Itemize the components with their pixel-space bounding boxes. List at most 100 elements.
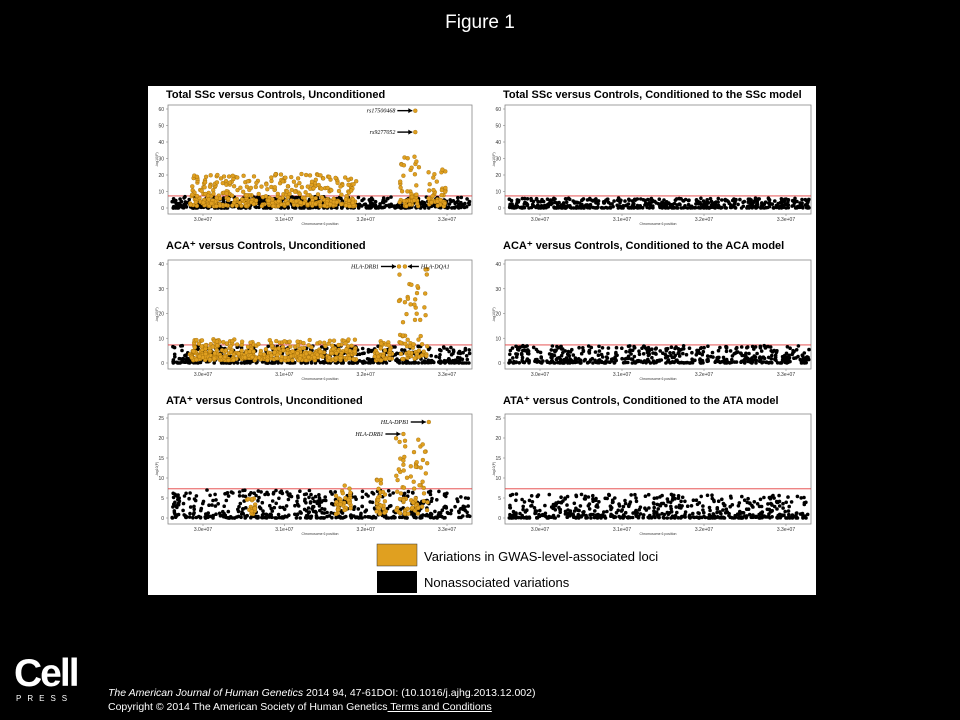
point-nonassociated	[691, 511, 695, 516]
point-nonassociated	[801, 354, 805, 358]
plot-title: ATA⁺ versus Controls, Unconditioned	[166, 395, 363, 407]
point-associated	[199, 338, 205, 343]
point-nonassociated	[587, 507, 592, 511]
x-axis-label: Chromosome 6 position	[640, 222, 677, 226]
point-nonassociated	[362, 359, 366, 364]
point-nonassociated	[303, 499, 307, 503]
x-tick-label: 3.2e+07	[695, 372, 713, 378]
point-nonassociated	[171, 495, 176, 500]
point-nonassociated	[638, 505, 643, 510]
point-nonassociated	[551, 198, 556, 202]
point-nonassociated	[676, 516, 681, 520]
point-associated	[285, 201, 290, 206]
point-nonassociated	[610, 498, 615, 503]
point-nonassociated	[629, 357, 633, 361]
citation-line-2: Copyright © 2014 The American Society of…	[108, 700, 535, 714]
point-nonassociated	[547, 492, 552, 497]
terms-link[interactable]: Terms and Conditions	[387, 701, 492, 713]
point-associated	[259, 184, 264, 189]
point-associated	[312, 355, 317, 360]
annotation-arrowhead	[396, 431, 401, 437]
point-nonassociated	[545, 203, 550, 207]
point-associated	[320, 195, 325, 200]
point-nonassociated	[593, 350, 598, 354]
point-nonassociated	[786, 205, 791, 210]
point-nonassociated	[514, 492, 519, 496]
point-nonassociated	[655, 496, 659, 500]
point-nonassociated	[806, 200, 810, 204]
point-nonassociated	[637, 349, 641, 354]
point-associated	[202, 185, 207, 190]
point-nonassociated	[287, 513, 291, 517]
point-associated	[242, 355, 248, 360]
point-nonassociated	[557, 505, 561, 510]
point-nonassociated	[730, 357, 734, 362]
point-nonassociated	[597, 344, 601, 349]
point-associated	[346, 337, 351, 342]
point-associated	[422, 305, 427, 310]
point-associated	[188, 202, 193, 207]
point-associated	[411, 342, 416, 347]
point-nonassociated	[690, 350, 694, 355]
point-nonassociated	[604, 355, 609, 359]
point-nonassociated	[187, 197, 191, 202]
point-nonassociated	[203, 516, 208, 520]
point-nonassociated	[629, 352, 633, 356]
point-nonassociated	[803, 197, 808, 202]
point-nonassociated	[553, 200, 558, 205]
point-nonassociated	[749, 357, 753, 361]
point-nonassociated	[744, 515, 748, 520]
point-nonassociated	[585, 515, 589, 520]
point-nonassociated	[548, 198, 552, 203]
point-nonassociated	[633, 198, 637, 202]
point-associated	[405, 189, 410, 194]
figure-panel: Total SSc versus Controls, Unconditioned…	[148, 86, 816, 595]
point-nonassociated	[657, 197, 662, 201]
point-nonassociated	[609, 514, 613, 518]
logo-sub: PRESS	[16, 694, 74, 703]
point-associated	[313, 196, 318, 201]
point-nonassociated	[699, 494, 703, 499]
point-nonassociated	[370, 490, 374, 495]
point-nonassociated	[680, 347, 685, 351]
point-nonassociated	[585, 198, 590, 202]
point-associated	[416, 437, 421, 442]
y-tick-label: 20	[495, 173, 501, 179]
plot-panel-4: ACA⁺ versus Controls, Conditioned to the…	[492, 240, 812, 381]
point-nonassociated	[185, 356, 189, 361]
point-nonassociated	[675, 510, 679, 515]
point-nonassociated	[347, 361, 351, 365]
point-nonassociated	[521, 360, 526, 365]
point-nonassociated	[559, 353, 564, 358]
point-nonassociated	[552, 205, 556, 209]
point-associated	[351, 182, 356, 187]
plot-frame	[167, 413, 473, 525]
point-nonassociated	[390, 515, 394, 520]
point-associated	[346, 177, 351, 183]
point-associated	[226, 174, 232, 179]
point-associated	[246, 496, 251, 502]
point-nonassociated	[568, 357, 572, 361]
point-associated	[285, 189, 290, 194]
point-associated	[443, 185, 448, 191]
point-associated	[349, 343, 354, 348]
point-nonassociated	[665, 346, 670, 351]
point-associated	[305, 193, 310, 198]
point-nonassociated	[398, 206, 403, 210]
point-nonassociated	[552, 515, 556, 520]
point-nonassociated	[272, 505, 277, 510]
point-nonassociated	[671, 497, 675, 501]
point-nonassociated	[523, 200, 527, 205]
point-associated	[293, 189, 298, 194]
point-nonassociated	[672, 201, 677, 206]
point-nonassociated	[786, 509, 791, 513]
point-nonassociated	[647, 201, 652, 205]
y-tick-label: 20	[158, 312, 164, 318]
point-associated	[329, 350, 334, 356]
point-nonassociated	[685, 206, 690, 210]
point-nonassociated	[459, 495, 463, 499]
point-nonassociated	[773, 199, 777, 203]
point-nonassociated	[691, 498, 696, 503]
point-nonassociated	[621, 504, 626, 509]
point-nonassociated	[173, 512, 177, 516]
